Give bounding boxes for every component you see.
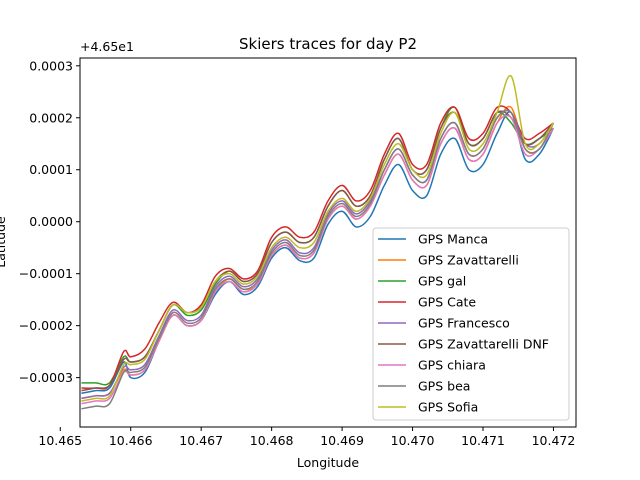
legend-entry: GPS Zavattarelli: [418, 253, 519, 268]
axes-frame: [79, 57, 577, 428]
x-axis: 10.465 10.466 10.467 10.468 10.469 10.470 10.4…: [38, 427, 575, 448]
y-axis-label: Latitude: [0, 216, 8, 268]
legend-entry: GPS gal: [418, 274, 466, 289]
x-tick-label: 10.467: [179, 433, 223, 448]
legend-entry: GPS Francesco: [418, 316, 510, 331]
legend-entry: GPS Manca: [418, 232, 488, 247]
series-line-4: [81, 105, 554, 390]
legend-entry: GPS Zavattarelli DNF: [418, 337, 549, 352]
y-tick-label: 0.0001: [29, 162, 73, 177]
legend-frame: [372, 227, 570, 421]
y-tick-label: 0.0002: [29, 110, 73, 125]
x-tick-label: 10.466: [109, 433, 153, 448]
y-axis: −0.0003 −0.0002 −0.0001 0.0000 0.0001 0.0002 0…: [19, 58, 80, 385]
series-line-8: [81, 109, 555, 410]
x-tick-label: 10.465: [38, 433, 82, 448]
plot-area: [79, 57, 577, 428]
series-line-9: [81, 75, 555, 402]
legend: GPS Manca GPS Zavattarelli GPS gal GPS Cate…: [372, 227, 570, 421]
legend-entry: GPS Cate: [418, 295, 476, 310]
series-line-7: [81, 114, 555, 405]
y-tick-label: −0.0002: [19, 318, 73, 333]
x-tick-label: 10.470: [391, 433, 435, 448]
y-tick-label: 0.0000: [29, 214, 73, 229]
series-group: [81, 75, 555, 410]
chart-title: Skiers traces for day P2: [239, 35, 417, 53]
y-tick-label: −0.0003: [19, 370, 73, 385]
x-tick-label: 10.472: [532, 433, 576, 448]
x-tick-label: 10.469: [320, 433, 364, 448]
y-tick-label: −0.0001: [19, 266, 73, 281]
legend-entry: GPS chiara: [418, 358, 486, 373]
x-axis-label: Longitude: [297, 455, 359, 470]
legend-entry: GPS Sofia: [418, 400, 478, 415]
y-tick-label: 0.0003: [29, 58, 73, 73]
y-offset-label: +4.65e1: [80, 39, 134, 54]
x-tick-label: 10.471: [461, 433, 505, 448]
x-tick-label: 10.468: [250, 433, 294, 448]
legend-entry: GPS bea: [418, 379, 470, 394]
